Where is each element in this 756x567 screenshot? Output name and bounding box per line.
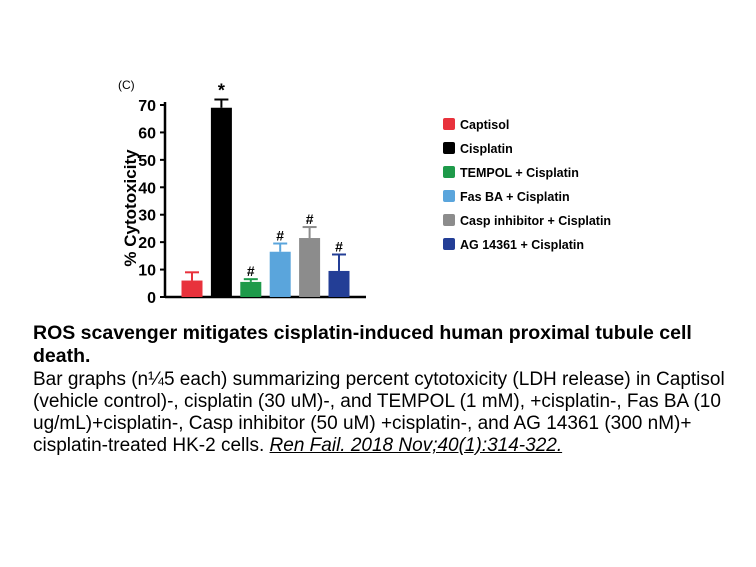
y-tick-label: 40 <box>138 180 156 197</box>
bar-chart: (C) % Cytotoxicity 0 10 20 30 40 50 60 70 * # # # #… <box>118 78 611 307</box>
legend-label: Cisplatin <box>460 142 513 156</box>
significance-marker: # <box>306 211 314 227</box>
y-axis-label: % Cytotoxicity <box>121 149 140 267</box>
legend-label: Casp inhibitor + Cisplatin <box>460 214 611 228</box>
y-tick-label: 60 <box>138 125 156 142</box>
bar <box>181 280 203 297</box>
legend-swatch <box>443 166 455 178</box>
significance-marker: # <box>276 228 284 244</box>
legend-swatch <box>443 190 455 202</box>
citation-link[interactable]: Ren Fail. 2018 Nov;40(1):314-322. <box>269 435 563 456</box>
legend-label: TEMPOL + Cisplatin <box>460 166 579 180</box>
legend-swatch <box>443 238 455 250</box>
bar <box>210 107 232 297</box>
caption-text: Bar graphs (n¼5 each) summarizing percen… <box>33 369 725 456</box>
y-tick-label: 70 <box>138 98 156 115</box>
caption-title: ROS scavenger mitigates cisplatin-induce… <box>33 322 692 367</box>
caption-body: Bar graphs (n¼5 each) summarizing percen… <box>33 369 748 457</box>
y-tick-label: 0 <box>147 290 156 307</box>
figure-caption: ROS scavenger mitigates cisplatin-induce… <box>33 322 748 457</box>
legend-label: AG 14361 + Cisplatin <box>460 238 584 252</box>
significance-marker: * <box>218 81 225 101</box>
bar <box>240 281 262 297</box>
y-tick-label: 30 <box>138 208 156 225</box>
bar <box>269 251 291 297</box>
legend-swatch <box>443 118 455 130</box>
legend-label: Fas BA + Cisplatin <box>460 190 570 204</box>
bar <box>328 270 350 297</box>
significance-marker: # <box>335 238 343 254</box>
panel-label: (C) <box>118 78 135 92</box>
significance-marker: # <box>247 263 255 279</box>
y-tick-label: 20 <box>138 235 156 252</box>
legend-swatch <box>443 142 455 154</box>
legend-label: Captisol <box>460 118 509 132</box>
y-tick-label: 10 <box>138 263 156 280</box>
legend-swatch <box>443 214 455 226</box>
bar <box>299 238 321 297</box>
y-tick-label: 50 <box>138 153 156 170</box>
